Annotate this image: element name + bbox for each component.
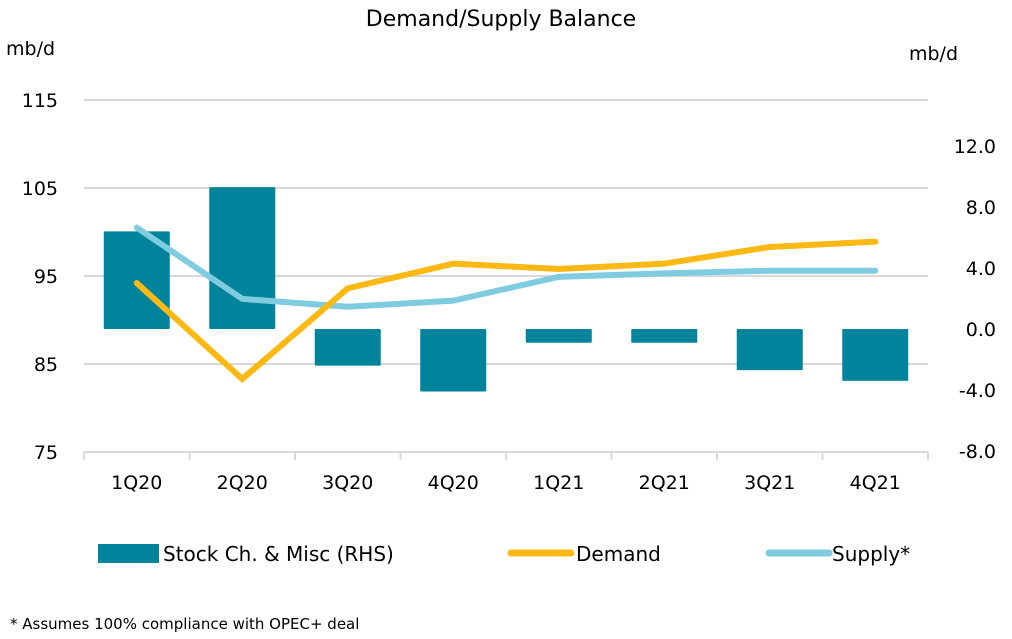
left-axis-label: mb/d bbox=[6, 38, 55, 60]
bar bbox=[209, 187, 276, 329]
chart-title: Demand/Supply Balance bbox=[366, 7, 636, 32]
x-tick-label: 3Q20 bbox=[322, 472, 373, 494]
right-tick-label: -8.0 bbox=[959, 441, 996, 463]
left-tick-label: 105 bbox=[22, 178, 58, 200]
x-tick-label: 2Q20 bbox=[217, 472, 268, 494]
left-tick-label: 95 bbox=[34, 266, 58, 288]
footnote: * Assumes 100% compliance with OPEC+ dea… bbox=[10, 615, 360, 633]
right-axis-ticks: -8.0 -4.0 0.0 4.0 8.0 12.0 bbox=[954, 136, 996, 463]
legend-label: Supply* bbox=[832, 542, 910, 566]
bar bbox=[314, 329, 381, 366]
legend-swatch-bar bbox=[98, 544, 159, 563]
series-line-supply bbox=[133, 224, 879, 310]
right-tick-label: -4.0 bbox=[959, 380, 996, 402]
bar bbox=[736, 329, 803, 371]
line-series bbox=[133, 224, 879, 383]
bar bbox=[631, 329, 698, 343]
left-axis-ticks: 75 85 95 105 115 bbox=[22, 90, 58, 464]
x-axis: 1Q20 2Q20 3Q20 4Q20 1Q21 2Q21 3Q21 4Q21 bbox=[83, 451, 929, 494]
x-tick-label: 1Q21 bbox=[533, 472, 584, 494]
left-tick-label: 115 bbox=[22, 90, 58, 112]
left-tick-label: 85 bbox=[34, 354, 58, 376]
right-tick-label: 4.0 bbox=[966, 258, 996, 280]
right-tick-label: 12.0 bbox=[954, 136, 996, 158]
x-tick-label: 3Q21 bbox=[744, 472, 795, 494]
x-tick-label: 4Q20 bbox=[428, 472, 479, 494]
right-axis-label: mb/d bbox=[909, 43, 958, 65]
legend: Stock Ch. & Misc (RHS) Demand Supply* bbox=[98, 542, 910, 566]
legend-label: Demand bbox=[576, 542, 661, 566]
bar bbox=[525, 329, 592, 343]
x-tick-label: 2Q21 bbox=[639, 472, 690, 494]
left-tick-label: 75 bbox=[34, 442, 58, 464]
right-tick-label: 0.0 bbox=[966, 319, 996, 341]
bar bbox=[842, 329, 909, 381]
right-tick-label: 8.0 bbox=[966, 197, 996, 219]
bar bbox=[420, 329, 487, 392]
series-line-demand bbox=[133, 238, 879, 383]
legend-label: Stock Ch. & Misc (RHS) bbox=[163, 542, 394, 566]
x-tick-label: 4Q21 bbox=[850, 472, 901, 494]
x-tick-label: 1Q20 bbox=[111, 472, 162, 494]
